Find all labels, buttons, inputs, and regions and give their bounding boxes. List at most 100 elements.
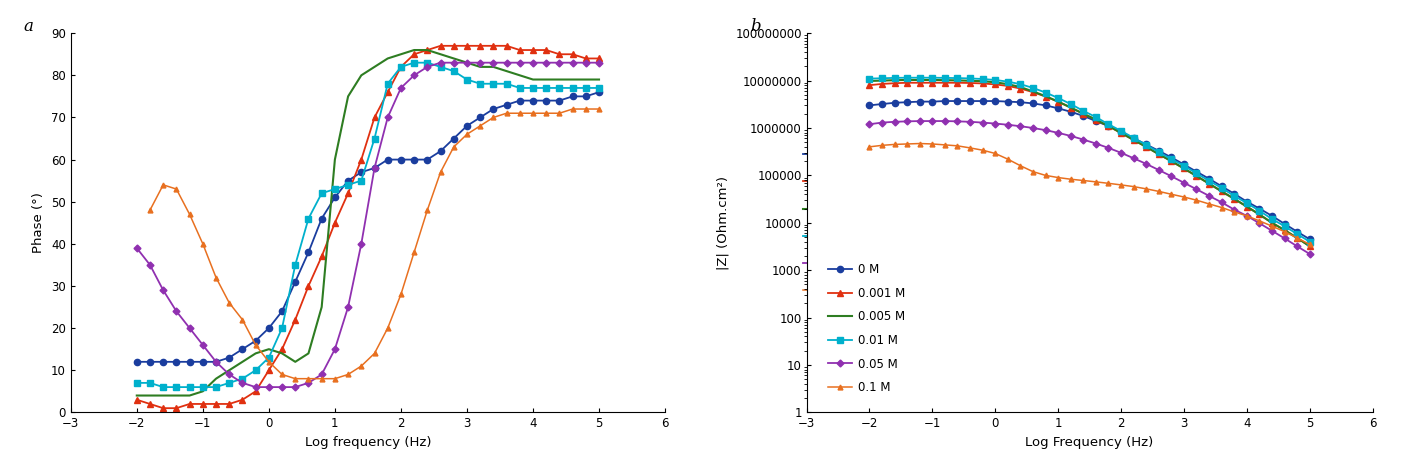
0.05 M	[1099, 145, 1116, 151]
0 M	[949, 98, 966, 104]
0.001 M	[129, 397, 146, 402]
0.05 M	[221, 372, 238, 377]
0.01 M	[1289, 231, 1306, 237]
0.1 M	[1200, 201, 1217, 207]
0.001 M	[1125, 137, 1142, 143]
0 M	[168, 359, 185, 365]
0.005 M	[860, 78, 877, 84]
0.001 M	[273, 346, 290, 352]
0 M	[287, 279, 304, 284]
0 M	[511, 98, 528, 103]
0.01 M	[937, 75, 954, 81]
0.005 M	[886, 77, 903, 83]
0.01 M	[181, 384, 198, 390]
0.1 M	[300, 376, 317, 382]
0.01 M	[1176, 163, 1193, 169]
0.01 M	[1189, 171, 1206, 176]
0.05 M	[986, 121, 1003, 127]
0.01 M	[379, 81, 396, 87]
0.1 M	[1238, 213, 1255, 219]
0.01 M	[458, 77, 475, 82]
0.01 M	[1099, 121, 1116, 127]
0.05 M	[458, 60, 475, 65]
0 M	[962, 98, 979, 104]
0.005 M	[911, 77, 928, 83]
0.01 M	[1251, 208, 1268, 213]
0.005 M	[273, 351, 290, 356]
0.001 M	[419, 47, 436, 53]
0.01 M	[392, 64, 409, 70]
0.1 M	[327, 376, 344, 382]
0.05 M	[327, 346, 344, 352]
0.001 M	[1264, 220, 1281, 226]
0.05 M	[873, 120, 890, 126]
0.005 M	[590, 77, 607, 82]
0.05 M	[260, 384, 277, 390]
0.1 M	[538, 110, 555, 116]
0.005 M	[1289, 235, 1306, 241]
Line: 0 M: 0 M	[866, 98, 1313, 242]
0.005 M	[1163, 158, 1180, 164]
0 M	[899, 100, 916, 105]
0.05 M	[1112, 150, 1129, 155]
Line: 0.1 M: 0.1 M	[867, 141, 1312, 247]
0 M	[208, 359, 225, 365]
0 M	[924, 99, 941, 104]
0.01 M	[590, 85, 607, 91]
0 M	[911, 99, 928, 104]
0.05 M	[248, 384, 265, 390]
0.05 M	[1276, 236, 1293, 241]
0.01 M	[511, 85, 528, 91]
0.01 M	[154, 384, 171, 390]
0.05 M	[287, 384, 304, 390]
0.005 M	[1112, 130, 1129, 136]
0.005 M	[924, 77, 941, 83]
0.005 M	[498, 68, 515, 74]
0.1 M	[1289, 235, 1306, 241]
0 M	[392, 157, 409, 163]
0.01 M	[1112, 128, 1129, 134]
0.001 M	[300, 283, 317, 289]
0.005 M	[1063, 105, 1080, 110]
0.005 M	[1200, 181, 1217, 186]
0.01 M	[1037, 90, 1054, 95]
0.1 M	[1063, 176, 1080, 182]
0.001 M	[1063, 105, 1080, 110]
0.01 M	[962, 75, 979, 81]
0.1 M	[168, 186, 185, 192]
0.01 M	[1024, 85, 1041, 91]
0.01 M	[577, 85, 594, 91]
Line: 0.01 M: 0.01 M	[134, 60, 601, 390]
0.005 M	[142, 392, 158, 398]
0 M	[446, 136, 463, 141]
0 M	[873, 101, 890, 107]
0 M	[525, 98, 542, 103]
0.001 M	[1200, 181, 1217, 186]
0.005 M	[577, 77, 594, 82]
0.1 M	[366, 351, 383, 356]
0 M	[1024, 100, 1041, 106]
0.001 M	[860, 82, 877, 88]
0.05 M	[181, 325, 198, 331]
0.01 M	[1264, 216, 1281, 222]
0.005 M	[511, 73, 528, 78]
0.01 M	[446, 68, 463, 74]
0.01 M	[1012, 82, 1029, 87]
0.05 M	[154, 287, 171, 293]
0 M	[1189, 169, 1206, 174]
0.05 M	[233, 380, 250, 386]
0 M	[1099, 123, 1116, 129]
0.1 M	[406, 249, 423, 255]
0.01 M	[260, 355, 277, 360]
0.001 M	[471, 43, 488, 49]
0.1 M	[340, 372, 357, 377]
0.05 M	[1063, 133, 1080, 139]
0.1 M	[181, 211, 198, 217]
0.01 M	[248, 367, 265, 373]
Line: 0.005 M: 0.005 M	[137, 50, 599, 395]
0.1 M	[313, 376, 330, 382]
0.005 M	[999, 82, 1016, 87]
0.001 M	[208, 401, 225, 407]
0.05 M	[511, 60, 528, 65]
0.005 M	[1150, 151, 1167, 157]
